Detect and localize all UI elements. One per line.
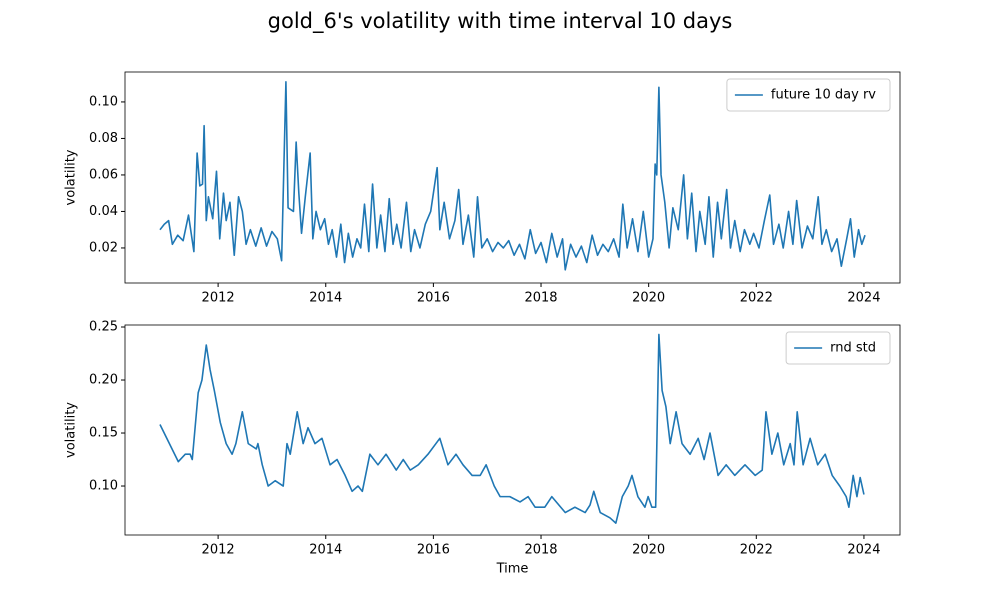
legend: rnd std xyxy=(794,341,876,356)
x-tick-label: 2018 xyxy=(524,543,557,558)
y-tick-label: 0.15 xyxy=(89,426,118,441)
axes-frame xyxy=(124,324,901,536)
y-tick-label: 0.10 xyxy=(89,479,118,494)
y-axis-label: volatility xyxy=(64,402,79,458)
x-tick-label: 2014 xyxy=(309,543,342,558)
x-tick-label: 2012 xyxy=(202,291,235,306)
y-tick-label: 0.10 xyxy=(89,94,118,109)
y-tick-label: 0.08 xyxy=(89,131,118,146)
figure-title: gold_6's volatility with time interval 1… xyxy=(268,9,733,34)
y-tick-label: 0.25 xyxy=(89,320,118,335)
y-axis-label: volatility xyxy=(64,149,79,205)
x-tick-label: 2020 xyxy=(632,543,665,558)
y-tick-label: 0.04 xyxy=(89,204,118,219)
x-tick-label: 2024 xyxy=(847,543,880,558)
series-line xyxy=(159,81,866,271)
legend-box xyxy=(726,78,891,112)
x-tick-label: 2014 xyxy=(309,291,342,306)
series-line xyxy=(159,333,865,524)
legend: future 10 day rv xyxy=(734,88,876,103)
x-tick-label: 2022 xyxy=(740,291,773,306)
x-tick-label: 2016 xyxy=(417,291,450,306)
axes-frame xyxy=(124,71,901,284)
legend-label: future 10 day rv xyxy=(771,88,876,103)
x-tick-label: 2016 xyxy=(417,543,450,558)
x-tick-label: 2022 xyxy=(740,543,773,558)
legend-label: rnd std xyxy=(830,341,876,356)
legend-box xyxy=(785,331,891,365)
x-axis-label: Time xyxy=(496,562,529,577)
y-tick-label: 0.02 xyxy=(89,240,118,255)
y-tick-label: 0.06 xyxy=(89,167,118,182)
x-tick-label: 2024 xyxy=(847,291,880,306)
x-tick-label: 2020 xyxy=(632,291,665,306)
x-tick-label: 2018 xyxy=(524,291,557,306)
y-tick-label: 0.20 xyxy=(89,373,118,388)
x-tick-label: 2012 xyxy=(202,543,235,558)
